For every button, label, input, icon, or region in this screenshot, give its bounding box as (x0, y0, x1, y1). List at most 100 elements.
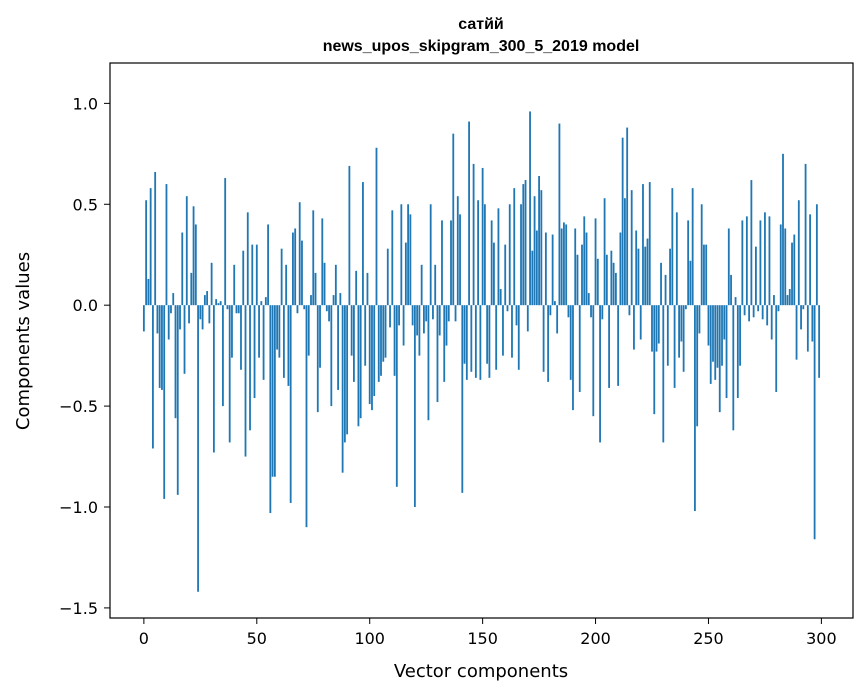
bar-68 (296, 305, 299, 314)
bar-56 (269, 305, 272, 514)
bar-33 (217, 303, 220, 306)
bar-186 (563, 222, 565, 306)
bar-112 (395, 305, 398, 487)
bar-47 (249, 305, 251, 431)
bar-201 (596, 258, 599, 306)
bar-126 (427, 305, 430, 421)
bar-28 (206, 291, 209, 306)
bar-7 (158, 305, 161, 388)
bar-232 (666, 305, 669, 366)
y-tick-label: 0.5 (73, 195, 98, 214)
bar-85 (334, 264, 337, 306)
bar-204 (603, 198, 606, 306)
bar-164 (513, 188, 516, 306)
bar-285 (786, 295, 789, 306)
bar-211 (619, 232, 622, 306)
bar-89 (343, 305, 346, 443)
bar-20 (188, 305, 190, 324)
bar-108 (386, 248, 389, 306)
bar-70 (301, 240, 303, 306)
bar-279 (773, 295, 775, 306)
bar-215 (628, 305, 631, 316)
bar-266 (743, 305, 746, 316)
bar-139 (456, 196, 459, 306)
bar-115 (402, 305, 405, 346)
bar-150 (481, 167, 484, 306)
bar-269 (750, 180, 753, 306)
bar-100 (368, 305, 371, 405)
bar-104 (377, 305, 380, 382)
bar-66 (292, 232, 294, 306)
bar-277 (768, 216, 771, 306)
bar-45 (244, 305, 247, 457)
bar-270 (752, 305, 755, 318)
bar-151 (483, 204, 486, 306)
bar-298 (815, 204, 818, 306)
bar-200 (594, 218, 597, 306)
bar-105 (380, 305, 382, 376)
bar-250 (707, 305, 710, 346)
bar-136 (450, 220, 452, 306)
bar-275 (764, 212, 766, 306)
bar-116 (404, 242, 407, 306)
bar-261 (732, 305, 735, 431)
bar-288 (793, 234, 796, 306)
bar-264 (739, 305, 741, 366)
bar-274 (761, 305, 764, 320)
bar-246 (698, 305, 701, 334)
bar-60 (278, 305, 281, 358)
bar-29 (208, 305, 211, 324)
bar-80 (323, 262, 326, 306)
bar-171 (529, 111, 531, 306)
bar-283 (782, 153, 784, 306)
bar-39 (231, 305, 233, 358)
bar-26 (201, 305, 204, 330)
plot-frame (109, 62, 854, 619)
bar-169 (524, 180, 527, 306)
bar-11 (167, 305, 170, 340)
bar-287 (791, 242, 793, 306)
x-axis-ticks: 0 50 100 150 200 250 300 (139, 618, 837, 648)
bar-237 (678, 305, 681, 358)
bar-110 (391, 210, 394, 306)
bar-90 (346, 305, 349, 435)
bar-59 (276, 305, 279, 350)
bar-42 (237, 305, 240, 314)
bar-168 (522, 184, 525, 306)
bar-64 (287, 305, 290, 386)
bar-36 (224, 178, 227, 306)
bar-87 (339, 293, 342, 306)
bar-19 (185, 196, 188, 306)
y-tick-label: 1.0 (73, 94, 98, 113)
bar-54 (264, 297, 267, 306)
bar-173 (533, 196, 536, 306)
bar-53 (262, 305, 265, 380)
bar-75 (312, 210, 315, 306)
bar-143 (465, 305, 468, 380)
bar-71 (303, 305, 306, 310)
bar-231 (664, 274, 667, 306)
bar-154 (490, 220, 493, 306)
bar-291 (800, 305, 802, 330)
y-tick-label: −0.5 (59, 397, 98, 416)
bar-58 (273, 305, 276, 477)
bar-181 (551, 234, 554, 306)
bar-97 (362, 182, 364, 306)
bar-79 (321, 218, 324, 306)
bar-267 (745, 216, 748, 306)
bar-48 (251, 244, 254, 306)
bar-189 (569, 305, 572, 380)
bar-282 (779, 224, 782, 306)
bar-159 (502, 305, 504, 356)
bar-22 (192, 206, 195, 306)
bar-99 (366, 272, 369, 306)
bar-178 (544, 232, 547, 306)
bar-8 (161, 305, 163, 390)
bar-74 (310, 295, 312, 306)
bar-222 (644, 246, 647, 306)
bar-37 (226, 305, 229, 310)
bar-191 (574, 228, 577, 306)
bar-239 (682, 305, 685, 372)
bar-253 (714, 305, 717, 380)
